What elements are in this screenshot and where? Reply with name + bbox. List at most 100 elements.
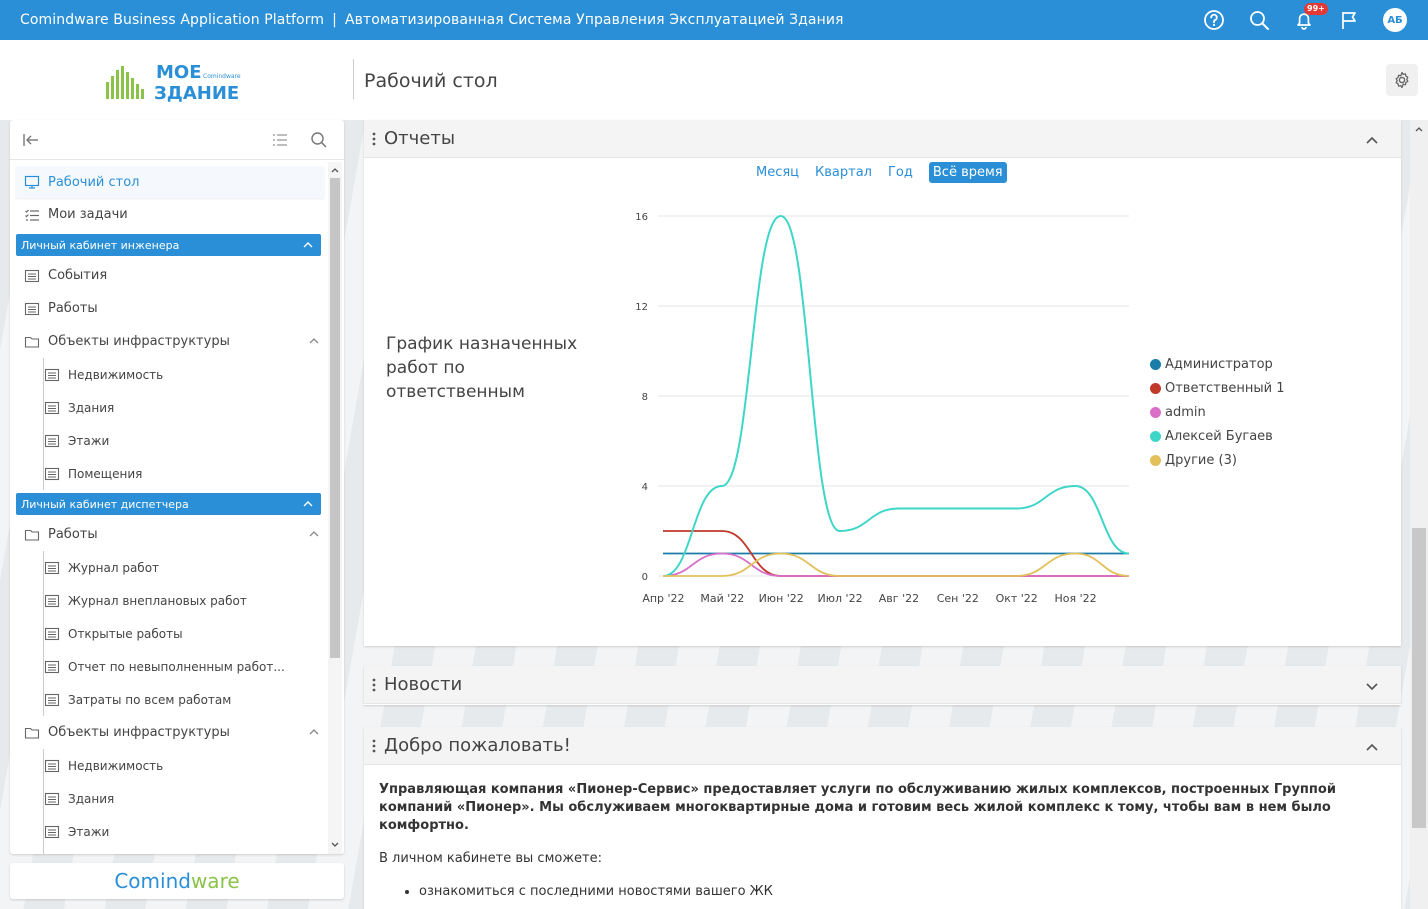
scroll-up-icon[interactable]	[330, 165, 340, 175]
legend-item[interactable]: Другие (3)	[1150, 448, 1285, 472]
sidebar-item-label: Работы	[48, 301, 98, 316]
list-icon	[44, 825, 60, 838]
list-icon	[44, 660, 60, 673]
sidebar-group-works[interactable]: Работы	[10, 518, 328, 551]
chevron-up-icon	[309, 729, 319, 735]
series-line-4[interactable]	[662, 214, 1130, 577]
welcome-body: Управляющая компания «Пионер-Сервис» пре…	[364, 765, 1401, 899]
welcome-list: ознакомиться с последними новостями ваше…	[379, 884, 1386, 899]
sidebar-item-open-works[interactable]: Открытые работы	[10, 617, 328, 650]
sidebar-item-rooms[interactable]: Помещения	[10, 457, 328, 490]
legend-item[interactable]: admin	[1150, 400, 1285, 424]
series-line-5[interactable]	[663, 552, 1130, 577]
main-scroll-thumb[interactable]	[1412, 528, 1426, 828]
header-divider	[353, 59, 354, 99]
sidebar-search-icon[interactable]	[310, 131, 328, 149]
system-name: Автоматизированная Система Управления Эк…	[344, 12, 844, 28]
folder-icon	[24, 336, 40, 348]
drag-handle-icon[interactable]	[372, 678, 376, 692]
x-tick-label: Июн '22	[759, 592, 804, 605]
chart-title: График назначенных работ по ответственны…	[386, 334, 578, 402]
period-tab-all-time[interactable]: Всё время	[928, 162, 1007, 183]
help-icon[interactable]	[1203, 9, 1225, 31]
main-scrollbar[interactable]	[1410, 120, 1428, 909]
scroll-down-icon[interactable]	[330, 840, 340, 850]
title-separator: |	[332, 12, 337, 28]
sidebar-item-label: Мои задачи	[48, 207, 128, 222]
y-tick-label: 0	[642, 572, 648, 583]
logo-word-2: ЗДАНИЕ	[154, 83, 239, 102]
sidebar: Рабочий стол Мои задачи Личный кабинет и…	[10, 120, 344, 854]
panel-title: Добро пожаловать!	[384, 735, 571, 756]
platform-name: Comindware Business Application Platform	[20, 12, 325, 28]
period-tab-month[interactable]: Месяц	[756, 165, 800, 180]
legend-dot	[1150, 382, 1161, 394]
x-tick-label: Сен '22	[937, 592, 979, 605]
chevron-up-icon[interactable]	[1365, 740, 1379, 754]
sidebar-item-works[interactable]: Работы	[10, 292, 328, 325]
welcome-panel: Добро пожаловать! Управляющая компания «…	[364, 727, 1401, 909]
sidebar-item-unfinished-report[interactable]: Отчет по невыполненным работ...	[10, 650, 328, 683]
chevron-up-icon	[309, 338, 319, 344]
legend-label: Администратор	[1165, 356, 1273, 372]
legend-label: Другие (3)	[1165, 452, 1237, 468]
chart-legend: Администратор Ответственный 1 admin Алексей…	[1150, 352, 1285, 472]
bell-icon[interactable]: 99+	[1293, 3, 1328, 31]
period-tabs: Месяц Квартал Год Всё время	[756, 162, 1023, 183]
drag-handle-icon[interactable]	[372, 739, 376, 753]
sidebar-item-desktop[interactable]: Рабочий стол	[16, 166, 324, 198]
sidebar-group-infrastructure[interactable]: Объекты инфраструктуры	[10, 325, 328, 358]
logo[interactable]: МОЕ Comindware ЗДАНИЕ	[106, 62, 251, 104]
sidebar-item-buildings[interactable]: Здания	[10, 391, 328, 424]
comindware-brand[interactable]: Comind ware	[10, 863, 344, 899]
period-tab-year[interactable]: Год	[888, 165, 913, 180]
sidebar-item-label: Рабочий стол	[48, 174, 140, 190]
sidebar-section-dispatcher[interactable]: Личный кабинет диспетчера	[16, 493, 321, 515]
drag-handle-icon[interactable]	[372, 132, 376, 146]
legend-item[interactable]: Алексей Бугаев	[1150, 424, 1285, 448]
folder-icon	[24, 529, 40, 541]
news-panel-header[interactable]: Новости	[364, 666, 1401, 704]
y-tick-label: 16	[635, 212, 648, 223]
search-icon[interactable]	[1248, 9, 1270, 31]
sidebar-section-engineer[interactable]: Личный кабинет инженера	[16, 234, 321, 256]
settings-button[interactable]	[1386, 64, 1418, 96]
sidebar-item-label: Журнал внеплановых работ	[68, 593, 247, 608]
x-tick-label: Июл '22	[818, 592, 863, 605]
sidebar-item-label: Отчет по невыполненным работ...	[68, 659, 285, 674]
sidebar-item-label: Объекты инфраструктуры	[48, 334, 230, 349]
sidebar-item-real-estate[interactable]: Недвижимость	[10, 358, 328, 391]
sidebar-item-costs[interactable]: Затраты по всем работам	[10, 683, 328, 716]
legend-item[interactable]: Администратор	[1150, 352, 1285, 376]
collapse-sidebar-icon[interactable]	[22, 131, 40, 149]
legend-dot	[1150, 430, 1161, 442]
chevron-down-icon[interactable]	[1365, 679, 1379, 693]
sidebar-group-infrastructure-2[interactable]: Объекты инфраструктуры	[10, 716, 328, 749]
sidebar-item-my-tasks[interactable]: Мои задачи	[10, 198, 328, 231]
sidebar-item-events[interactable]: События	[10, 259, 328, 292]
welcome-lead: Управляющая компания «Пионер-Сервис» пре…	[379, 782, 1336, 833]
legend-item[interactable]: Ответственный 1	[1150, 376, 1285, 400]
scroll-up-icon[interactable]	[1414, 124, 1424, 134]
sidebar-item-unplanned-log[interactable]: Журнал внеплановых работ	[10, 584, 328, 617]
list-icon	[44, 401, 60, 414]
flag-icon[interactable]	[1338, 9, 1360, 31]
chevron-up-icon[interactable]	[1365, 133, 1379, 147]
sidebar-item-work-log[interactable]: Журнал работ	[10, 551, 328, 584]
sidebar-item-buildings-2[interactable]: Здания	[10, 782, 328, 815]
list-item: ознакомиться с последними новостями ваше…	[419, 884, 1386, 899]
sidebar-item-floors[interactable]: Этажи	[10, 424, 328, 457]
sidebar-item-floors-2[interactable]: Этажи	[10, 815, 328, 848]
sidebar-item-label: Журнал работ	[68, 560, 160, 575]
x-tick-label: Окт '22	[996, 592, 1038, 605]
reports-panel-header[interactable]: Отчеты	[364, 120, 1401, 158]
user-avatar[interactable]: АБ	[1383, 8, 1407, 32]
welcome-panel-header[interactable]: Добро пожаловать!	[364, 727, 1401, 765]
tree-line	[43, 551, 44, 716]
sidebar-scroll-thumb[interactable]	[330, 178, 340, 658]
sidebar-scrollbar[interactable]	[328, 162, 342, 854]
list-view-icon[interactable]	[271, 131, 289, 149]
sidebar-item-real-estate-2[interactable]: Недвижимость	[10, 749, 328, 782]
period-tab-quarter[interactable]: Квартал	[815, 165, 872, 180]
section-title: Личный кабинет инженера	[21, 238, 180, 252]
